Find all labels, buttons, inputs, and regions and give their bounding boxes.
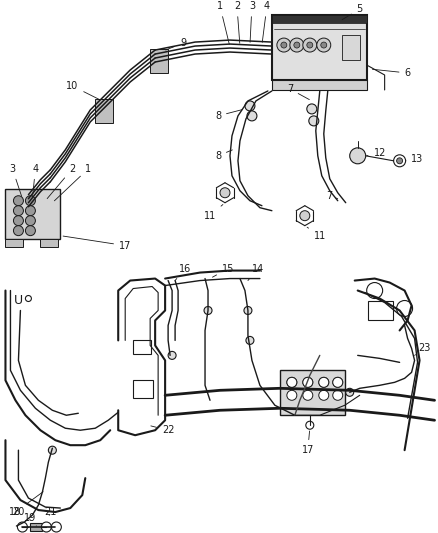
Text: 16: 16 (175, 264, 191, 280)
Circle shape (281, 42, 287, 48)
Circle shape (317, 38, 331, 52)
Text: 1: 1 (217, 1, 230, 44)
Circle shape (307, 42, 313, 48)
Bar (367, 301, 392, 320)
Circle shape (246, 336, 254, 344)
Circle shape (287, 390, 297, 400)
Text: 11: 11 (307, 227, 326, 240)
Circle shape (25, 196, 35, 206)
Circle shape (333, 390, 343, 400)
Text: U: U (14, 294, 23, 307)
Bar (342, 35, 360, 60)
Circle shape (14, 225, 23, 236)
Circle shape (319, 390, 329, 400)
Text: 1: 1 (54, 164, 92, 201)
Circle shape (346, 389, 354, 397)
Circle shape (168, 351, 176, 359)
Circle shape (48, 446, 57, 454)
Circle shape (25, 216, 35, 225)
Text: 2: 2 (47, 164, 75, 199)
Circle shape (333, 377, 343, 387)
Bar (272, 15, 367, 23)
Text: 18: 18 (9, 492, 43, 517)
Text: 15: 15 (212, 264, 234, 277)
Circle shape (41, 522, 51, 532)
Circle shape (220, 188, 230, 198)
Circle shape (300, 211, 310, 221)
Text: 12: 12 (367, 148, 386, 158)
Circle shape (321, 42, 327, 48)
Circle shape (25, 225, 35, 236)
Text: 21: 21 (44, 507, 57, 517)
Bar (133, 341, 151, 354)
Circle shape (350, 148, 366, 164)
Bar (95, 99, 113, 123)
Circle shape (319, 377, 329, 387)
Text: 22: 22 (151, 425, 174, 435)
Circle shape (287, 377, 297, 387)
Circle shape (303, 390, 313, 400)
Circle shape (397, 301, 413, 317)
Bar (280, 370, 345, 415)
Circle shape (394, 155, 406, 167)
Bar (272, 15, 367, 80)
Text: 19: 19 (24, 513, 36, 526)
Text: 17: 17 (63, 236, 131, 251)
Text: 9: 9 (166, 38, 186, 50)
Text: 11: 11 (204, 205, 223, 221)
Circle shape (14, 206, 23, 216)
Bar (5, 189, 60, 239)
Circle shape (287, 377, 297, 387)
Text: 10: 10 (66, 81, 100, 100)
Text: 20: 20 (12, 507, 30, 520)
Text: 7: 7 (287, 84, 309, 100)
Circle shape (51, 522, 61, 532)
Circle shape (303, 377, 313, 387)
Bar (5, 239, 23, 247)
Text: 8: 8 (215, 150, 233, 161)
Text: 4: 4 (32, 164, 39, 196)
Circle shape (290, 38, 304, 52)
Text: 13: 13 (406, 154, 424, 164)
Bar (40, 239, 58, 247)
Text: 2: 2 (234, 1, 240, 43)
Circle shape (333, 377, 343, 387)
Circle shape (294, 42, 300, 48)
Text: 6: 6 (372, 68, 411, 78)
Circle shape (307, 104, 317, 114)
Text: 8: 8 (215, 110, 242, 121)
Circle shape (245, 101, 255, 111)
Text: 3: 3 (249, 1, 255, 42)
Bar (30, 523, 42, 531)
Text: 17: 17 (302, 431, 314, 455)
Bar (272, 80, 367, 90)
Circle shape (14, 216, 23, 225)
Text: 5: 5 (342, 4, 363, 20)
Bar (150, 49, 168, 73)
Circle shape (309, 116, 319, 126)
Circle shape (303, 377, 313, 387)
Circle shape (244, 306, 252, 314)
Circle shape (367, 282, 383, 298)
Circle shape (247, 111, 257, 121)
Bar (133, 381, 153, 398)
Circle shape (303, 38, 317, 52)
Circle shape (277, 38, 291, 52)
Text: 14: 14 (248, 264, 264, 280)
Circle shape (319, 377, 329, 387)
Text: 7: 7 (327, 191, 338, 201)
Circle shape (25, 206, 35, 216)
Circle shape (397, 158, 403, 164)
Text: 23: 23 (415, 343, 431, 356)
Circle shape (14, 196, 23, 206)
Circle shape (18, 522, 28, 532)
Text: 4: 4 (262, 1, 270, 42)
Text: 3: 3 (9, 164, 21, 196)
Circle shape (204, 306, 212, 314)
